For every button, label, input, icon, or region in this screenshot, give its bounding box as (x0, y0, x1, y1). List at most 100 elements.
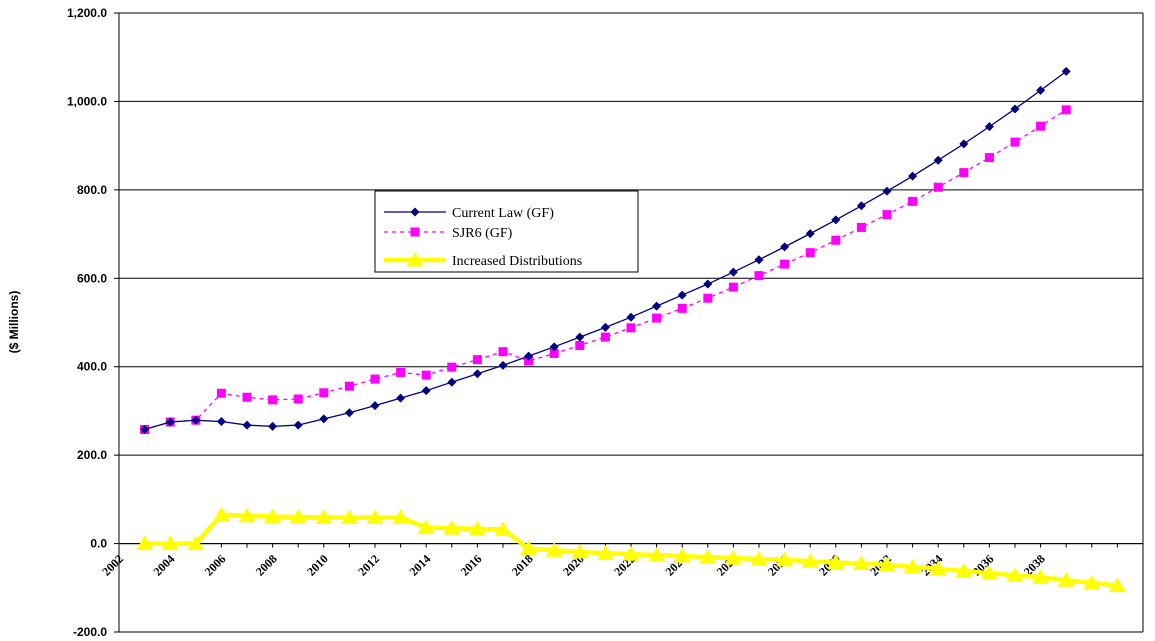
x-tick-label: 2018 (509, 552, 536, 579)
data-point (754, 271, 764, 281)
data-point (370, 401, 380, 411)
legend-entry: Increased Distributions (384, 251, 582, 269)
data-point (652, 301, 662, 311)
data-point (319, 414, 329, 424)
data-point (959, 139, 969, 149)
data-point (831, 235, 841, 245)
data-point (494, 521, 512, 536)
data-point (908, 171, 918, 181)
legend-label: Increased Distributions (452, 254, 582, 269)
data-point (677, 303, 687, 313)
data-point (575, 332, 585, 342)
data-point (1108, 577, 1126, 593)
legend-entry: SJR6 (GF) (384, 226, 513, 241)
data-point (212, 506, 230, 522)
data-point (805, 229, 815, 239)
data-point (626, 312, 636, 322)
data-point (852, 555, 870, 570)
x-tick-label: 2016 (458, 552, 485, 579)
legend-swatch-marker (406, 251, 424, 267)
x-tick-label: 2004 (150, 552, 177, 579)
data-point (524, 351, 534, 361)
data-point (498, 347, 508, 357)
data-point (622, 546, 640, 561)
y-tick-label: -200.0 (73, 625, 107, 639)
axes (114, 12, 1144, 633)
data-point (340, 509, 358, 524)
y-tick-label: 0.0 (90, 537, 107, 551)
data-point (1010, 104, 1020, 114)
data-point (827, 554, 845, 570)
data-point (472, 369, 482, 379)
data-point (703, 279, 713, 289)
data-point (520, 540, 538, 555)
data-point (575, 340, 585, 350)
data-point (242, 392, 252, 402)
data-point (447, 362, 457, 372)
data-point (933, 182, 943, 192)
data-point (780, 242, 790, 252)
data-point (571, 543, 589, 559)
data-point (468, 520, 486, 536)
data-point (626, 323, 636, 333)
data-point (1032, 569, 1050, 584)
data-point (165, 417, 175, 427)
data-point (728, 267, 738, 277)
data-point (984, 153, 994, 163)
data-point (959, 168, 969, 178)
data-point (1057, 572, 1075, 587)
data-point (242, 420, 252, 430)
x-tick-label: 2012 (355, 552, 382, 579)
data-point (600, 332, 610, 342)
data-point (1036, 121, 1046, 131)
y-axis-label: ($ Millions) (7, 291, 21, 354)
data-point (289, 508, 307, 524)
data-point (187, 535, 205, 551)
grid-lines (119, 12, 1143, 633)
data-point (264, 508, 282, 524)
data-point (136, 535, 154, 551)
data-point (652, 313, 662, 323)
data-point (801, 553, 819, 568)
data-point (724, 550, 742, 565)
data-point (268, 421, 278, 431)
data-point (776, 551, 794, 567)
data-point (699, 549, 717, 564)
data-point (904, 558, 922, 574)
x-tick-label: 2008 (253, 552, 280, 579)
data-point (878, 556, 896, 572)
data-point (396, 393, 406, 403)
y-tick-labels: 1,200.0 1,000.0 800.0 600.0 400.0 200.0 0.0 -20… (67, 6, 107, 639)
legend-swatch-marker (410, 207, 420, 217)
data-point (856, 201, 866, 211)
data-point (908, 196, 918, 206)
data-point (366, 509, 384, 524)
data-point (370, 374, 380, 384)
data-point (1036, 85, 1046, 95)
y-tick-label: 600.0 (77, 271, 107, 285)
x-tick-label: 2006 (202, 552, 229, 579)
y-tick-label: 400.0 (77, 360, 107, 374)
y-tick-label: 800.0 (77, 183, 107, 197)
data-point (392, 509, 410, 524)
data-point (293, 420, 303, 430)
data-point (805, 248, 815, 258)
data-point (673, 547, 691, 563)
data-point (754, 255, 764, 265)
data-point (728, 282, 738, 292)
data-point (980, 565, 998, 580)
series-1 (140, 66, 1071, 434)
data-point (1061, 66, 1071, 76)
data-point (161, 535, 179, 551)
x-tick-label: 2014 (406, 552, 433, 579)
data-point (472, 355, 482, 365)
legend: Current Law (GF) SJR6 (GF) Increased Distr… (374, 190, 639, 273)
legend-swatch-marker (410, 227, 420, 237)
data-point (1010, 137, 1020, 147)
data-point (344, 408, 354, 418)
data-point (600, 322, 610, 332)
data-point (648, 546, 666, 562)
data-point (984, 122, 994, 132)
x-tick-label: 2002 (99, 552, 126, 579)
